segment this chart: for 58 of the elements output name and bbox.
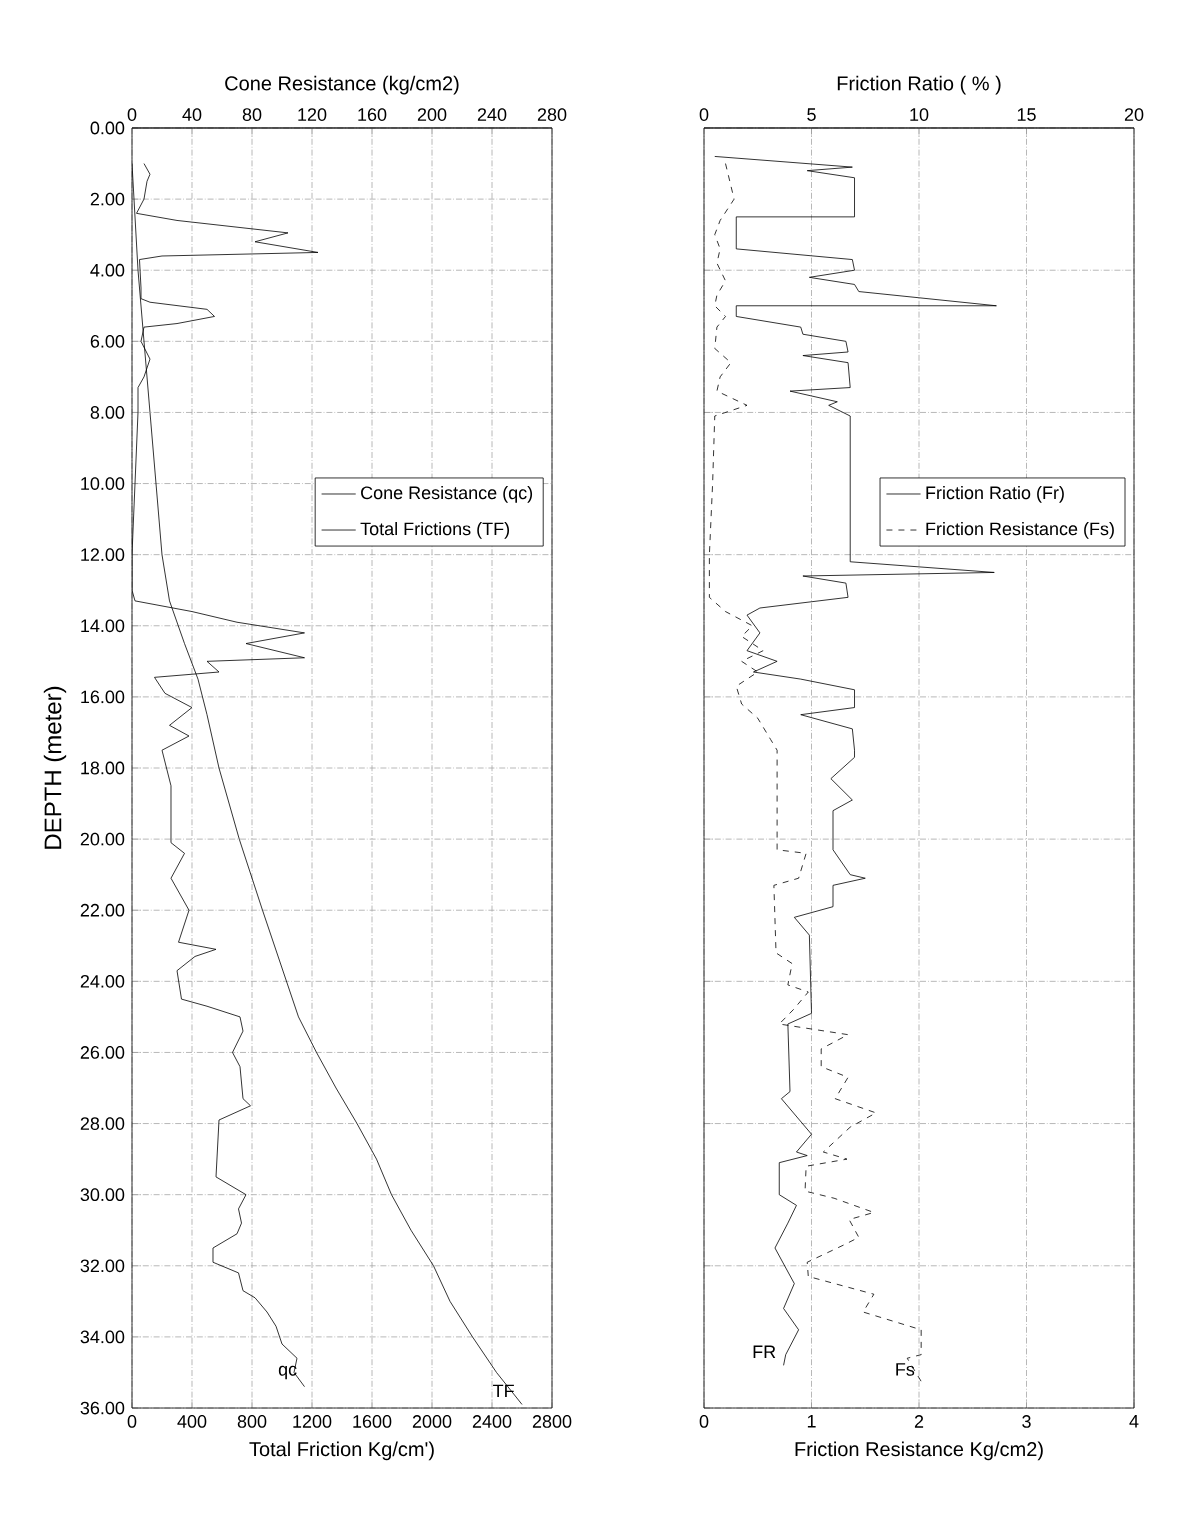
x-tick-label: 1200 xyxy=(293,1415,332,1428)
y-tick-label: 2.00 xyxy=(90,192,125,206)
y-tick-label: 0.00 xyxy=(90,121,125,135)
x-tick-label: 3 xyxy=(1022,1415,1031,1428)
legend-label: Total Frictions (TF) xyxy=(360,522,510,539)
x2-tick-label: 15 xyxy=(1017,108,1036,121)
x-tick-label: 4 xyxy=(1129,1415,1139,1428)
x2-tick-label: 200 xyxy=(417,108,447,121)
annotation: Fs xyxy=(896,1363,915,1376)
y-tick-label: 8.00 xyxy=(90,406,125,419)
y-tick-label: 36.00 xyxy=(80,1401,125,1415)
x2-tick-label: 5 xyxy=(807,108,816,121)
x-tick-label: 0 xyxy=(699,1415,709,1428)
x2-axis-title: Cone Resistance (kg/cm2) xyxy=(225,75,459,95)
x2-tick-label: 120 xyxy=(298,108,327,121)
x-tick-label: 0 xyxy=(127,1415,137,1428)
y-tick-label: 12.00 xyxy=(81,548,125,562)
x2-tick-label: 40 xyxy=(182,108,202,121)
y-tick-label: 16.00 xyxy=(81,690,125,704)
x-tick-label: 1 xyxy=(807,1415,816,1428)
x-axis-title: Total Friction Kg/cm') xyxy=(249,1441,434,1461)
x-tick-label: 1600 xyxy=(353,1415,392,1428)
y-tick-label: 6.00 xyxy=(90,334,125,348)
x-tick-label: 2000 xyxy=(412,1415,452,1428)
x-tick-label: 2800 xyxy=(532,1415,572,1428)
x2-tick-label: 0 xyxy=(699,108,709,121)
y-tick-label: 14.00 xyxy=(81,619,125,633)
x-axis-title: Friction Resistance Kg/cm2) xyxy=(795,1441,1043,1461)
y-tick-label: 26.00 xyxy=(80,1046,125,1059)
x2-tick-label: 20 xyxy=(1124,108,1144,121)
x-tick-label: 2 xyxy=(914,1415,924,1428)
annotation: TF xyxy=(493,1384,514,1398)
annotation: qc xyxy=(278,1365,297,1380)
x2-tick-label: 10 xyxy=(910,108,929,121)
y-tick-label: 18.00 xyxy=(81,761,125,775)
x2-tick-label: 160 xyxy=(358,108,387,121)
y-tick-label: 20.00 xyxy=(80,832,125,846)
y-tick-label: 10.00 xyxy=(81,477,125,490)
y-tick-label: 32.00 xyxy=(80,1259,125,1273)
legend-label: Cone Resistance (qc) xyxy=(361,485,533,503)
x-tick-label: 2400 xyxy=(472,1415,512,1428)
x2-tick-label: 0 xyxy=(127,108,137,121)
x2-tick-label: 280 xyxy=(537,108,567,121)
legend-label: Friction Ratio (Fr) xyxy=(926,485,1064,503)
x2-axis-title: Friction Ratio ( % ) xyxy=(837,75,1001,95)
y-tick-label: 30.00 xyxy=(80,1188,125,1202)
x-tick-label: 800 xyxy=(237,1415,267,1428)
y-tick-label: 24.00 xyxy=(80,974,125,988)
y-tick-label: 4.00 xyxy=(90,263,125,277)
y-tick-label: 22.00 xyxy=(80,903,125,917)
x2-tick-label: 240 xyxy=(477,108,507,121)
x2-tick-label: 80 xyxy=(242,108,262,121)
annotation: FR xyxy=(753,1345,776,1358)
x-tick-label: 400 xyxy=(177,1415,207,1428)
y-tick-label: 34.00 xyxy=(80,1330,125,1344)
y-tick-label: 28.00 xyxy=(80,1117,125,1130)
legend-label: Friction Resistance (Fs) xyxy=(926,522,1114,539)
y-axis-title: DEPTH (meter) xyxy=(43,686,67,849)
